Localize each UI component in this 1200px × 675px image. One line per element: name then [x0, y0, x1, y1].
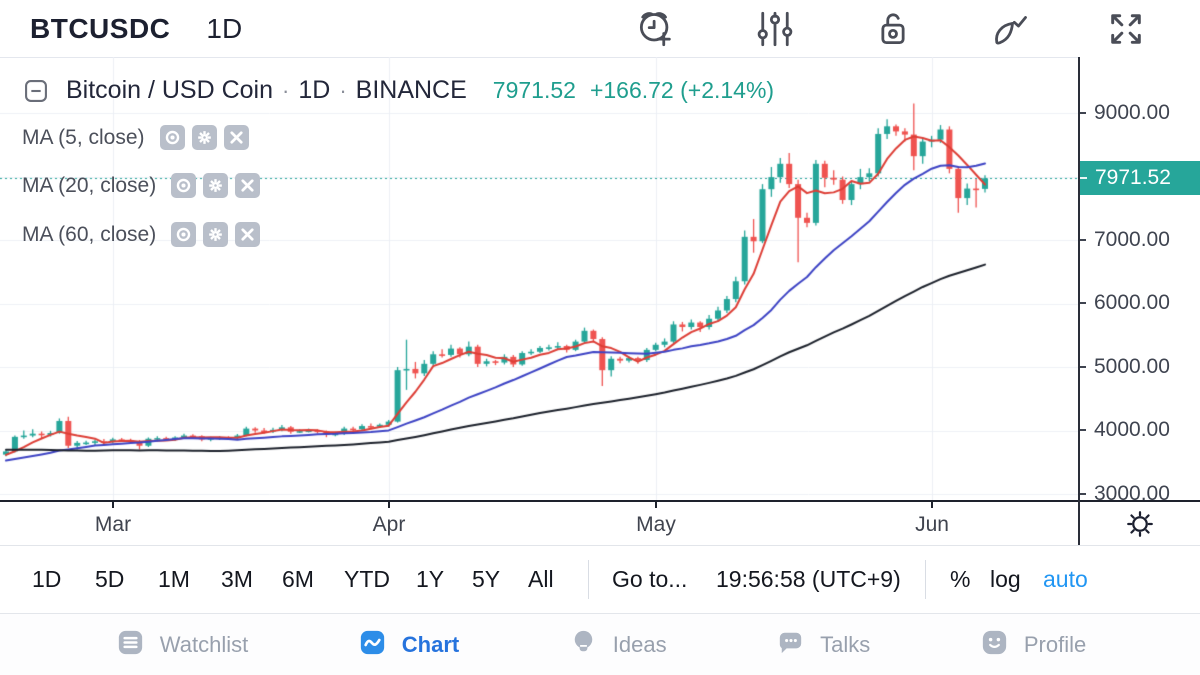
range-5y[interactable]: 5Y [472, 566, 501, 592]
bottom-nav: Watchlist Chart Ideas Talks Profile [0, 613, 1200, 675]
interval-button[interactable]: 1D [206, 12, 243, 44]
y-axis-label: 5000.00 [1094, 355, 1170, 378]
nav-profile[interactable]: Profile [978, 626, 1086, 664]
indicator-label: MA (60, close) [22, 222, 157, 246]
range-all[interactable]: All [528, 566, 554, 592]
close-icon[interactable] [223, 125, 249, 150]
chart-interval: 1D [298, 76, 331, 104]
range-5d[interactable]: 5D [95, 566, 125, 592]
last-price-badge: 7971.52 [1078, 161, 1200, 195]
nav-watchlist[interactable]: Watchlist [114, 626, 248, 664]
gear-icon[interactable] [191, 125, 217, 150]
range-1y[interactable]: 1Y [416, 566, 445, 592]
price-change: +166.72 (+2.14%) [589, 77, 775, 103]
nav-chart[interactable]: Chart [356, 626, 459, 664]
lightbulb-icon [567, 626, 600, 664]
indicator-label: MA (5, close) [22, 125, 145, 149]
nav-label: Profile [1023, 631, 1087, 657]
price-scale[interactable]: 9000.00 7000.00 6000.00 5000.00 4000.00 … [1078, 57, 1200, 545]
x-axis-label: May [636, 513, 676, 536]
last-price: 7971.52 [492, 77, 576, 103]
chat-bubble-icon [774, 626, 807, 664]
last-price-badge-value: 7971.52 [1095, 166, 1171, 189]
y-axis-label: 4000.00 [1094, 418, 1170, 441]
eye-icon[interactable] [171, 222, 197, 247]
time-axis-line [0, 500, 1200, 502]
gear-icon[interactable] [203, 173, 229, 198]
nav-label: Talks [820, 631, 871, 657]
separator [925, 560, 926, 599]
percent-scale-button[interactable]: % [950, 566, 971, 592]
y-axis-label: 7000.00 [1094, 228, 1170, 251]
nav-ideas[interactable]: Ideas [567, 626, 667, 664]
collapse-legend-button[interactable] [22, 77, 50, 105]
nav-label: Ideas [612, 631, 667, 657]
symbol-button[interactable]: BTCUSDC [30, 12, 171, 44]
price-axis-line [1078, 57, 1080, 545]
time-scale[interactable]: Mar Apr May Jun [0, 502, 1078, 545]
separator-dot: · [339, 77, 347, 103]
y-axis-label: 3000.00 [1094, 482, 1170, 505]
eye-icon[interactable] [159, 125, 185, 150]
indicator-sliders-icon[interactable] [752, 6, 798, 52]
close-icon[interactable] [235, 173, 261, 198]
range-1m[interactable]: 1M [158, 566, 190, 592]
gear-icon[interactable] [203, 222, 229, 247]
chart-exchange: BINANCE [355, 76, 467, 104]
alarm-add-icon[interactable] [632, 6, 678, 52]
y-axis-label: 6000.00 [1094, 291, 1170, 314]
log-scale-button[interactable]: log [990, 566, 1021, 592]
nav-label: Watchlist [159, 631, 249, 657]
clock-display[interactable]: 19:56:58 (UTC+9) [716, 566, 901, 592]
x-axis-label: Mar [94, 513, 132, 536]
chart-area[interactable] [0, 57, 1078, 500]
chart-icon [356, 626, 389, 664]
indicator-row-ma60: MA (60, close) [22, 222, 261, 247]
nav-talks[interactable]: Talks [774, 626, 870, 664]
separator-dot: · [282, 77, 290, 103]
smiley-profile-icon [978, 626, 1011, 664]
range-6m[interactable]: 6M [282, 566, 314, 592]
fullscreen-icon[interactable] [1103, 6, 1149, 52]
draw-brush-icon[interactable] [985, 6, 1031, 52]
lock-open-icon[interactable] [870, 6, 916, 52]
candlestick-canvas[interactable] [0, 57, 1078, 500]
x-axis-label: Jun [915, 513, 949, 536]
indicator-row-ma20: MA (20, close) [22, 173, 261, 198]
watchlist-icon [114, 626, 147, 664]
range-3m[interactable]: 3M [221, 566, 253, 592]
separator [588, 560, 589, 599]
range-ytd[interactable]: YTD [344, 566, 390, 592]
sun-icon[interactable] [1080, 502, 1200, 545]
range-1d[interactable]: 1D [32, 566, 62, 592]
chart-title: Bitcoin / USD Coin [66, 76, 274, 104]
goto-button[interactable]: Go to... [612, 566, 688, 592]
eye-icon[interactable] [171, 173, 197, 198]
x-axis-label: Apr [372, 513, 406, 536]
nav-label: Chart [401, 631, 460, 657]
chart-legend: Bitcoin / USD Coin · 1D · BINANCE 7971.5… [22, 76, 774, 105]
divider [0, 545, 1200, 546]
range-toolbar: 1D 5D 1M 3M 6M YTD 1Y 5Y All Go to... 19… [0, 546, 1200, 614]
close-icon[interactable] [235, 222, 261, 247]
y-axis-label: 9000.00 [1094, 101, 1170, 124]
indicator-label: MA (20, close) [22, 173, 157, 197]
auto-scale-button[interactable]: auto [1043, 566, 1088, 592]
indicator-row-ma5: MA (5, close) [22, 125, 249, 150]
top-toolbar: BTCUSDC 1D [0, 0, 1200, 58]
